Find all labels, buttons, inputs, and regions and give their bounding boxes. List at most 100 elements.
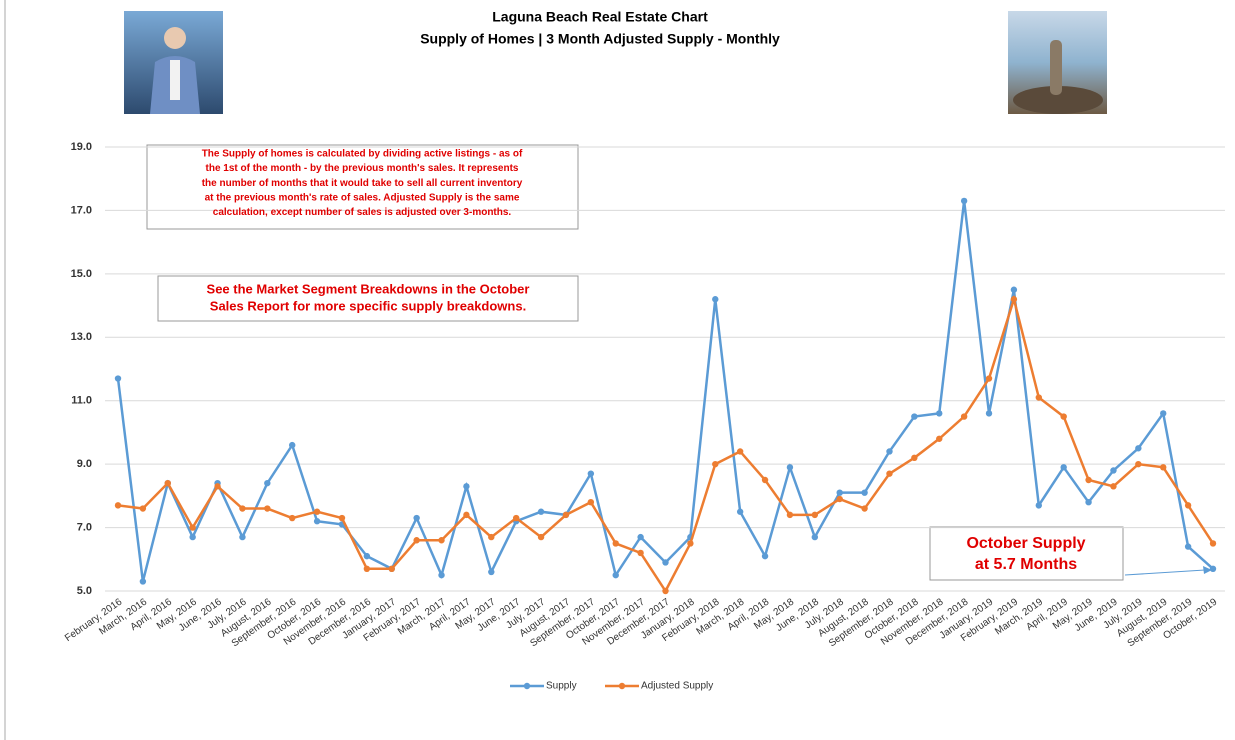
data-point <box>762 553 768 559</box>
photo-beach <box>1008 11 1107 114</box>
y-tick-label: 13.0 <box>71 331 92 343</box>
data-point <box>1210 540 1216 546</box>
data-point <box>463 512 469 518</box>
data-point <box>737 448 743 454</box>
y-tick-label: 7.0 <box>77 521 92 533</box>
data-point <box>140 578 146 584</box>
data-point <box>438 537 444 543</box>
annotation-text: at the previous month's rate of sales. A… <box>205 192 520 203</box>
data-point <box>886 448 892 454</box>
data-point <box>712 296 718 302</box>
data-point <box>1135 445 1141 451</box>
data-point <box>613 572 619 578</box>
data-point <box>986 410 992 416</box>
data-point <box>861 489 867 495</box>
data-point <box>289 515 295 521</box>
data-point <box>886 470 892 476</box>
data-point <box>662 588 668 594</box>
data-point <box>936 436 942 442</box>
data-point <box>264 505 270 511</box>
legend-marker <box>524 683 530 689</box>
data-point <box>812 512 818 518</box>
data-point <box>115 502 121 508</box>
data-point <box>637 534 643 540</box>
data-point <box>463 483 469 489</box>
data-point <box>1135 461 1141 467</box>
data-point <box>637 550 643 556</box>
y-tick-label: 11.0 <box>71 395 92 407</box>
data-point <box>1210 566 1216 572</box>
data-point <box>239 534 245 540</box>
data-point <box>438 572 444 578</box>
y-tick-label: 9.0 <box>77 458 92 470</box>
data-point <box>1085 477 1091 483</box>
data-point <box>961 413 967 419</box>
annotation-text: at 5.7 Months <box>975 556 1077 573</box>
annotation-text: Sales Report for more specific supply br… <box>210 298 526 313</box>
data-point <box>1060 464 1066 470</box>
chart-title: Laguna Beach Real Estate Chart <box>492 9 708 25</box>
data-point <box>1011 296 1017 302</box>
data-point <box>961 198 967 204</box>
data-point <box>1160 464 1166 470</box>
chart-subtitle: Supply of Homes | 3 Month Adjusted Suppl… <box>420 31 780 47</box>
chart: Laguna Beach Real Estate Chart Supply of… <box>0 0 1235 740</box>
data-point <box>314 518 320 524</box>
data-point <box>1036 502 1042 508</box>
data-point <box>613 540 619 546</box>
y-tick-label: 15.0 <box>71 268 92 280</box>
data-point <box>737 509 743 515</box>
data-point <box>189 534 195 540</box>
data-point <box>413 515 419 521</box>
data-point <box>588 470 594 476</box>
data-point <box>812 534 818 540</box>
data-point <box>413 537 419 543</box>
data-point <box>289 442 295 448</box>
data-point <box>339 515 345 521</box>
data-point <box>986 375 992 381</box>
annotation-text: The Supply of homes is calculated by div… <box>202 149 523 160</box>
data-point <box>837 489 843 495</box>
data-point <box>1185 502 1191 508</box>
legend-label: Supply <box>546 681 577 692</box>
data-point <box>911 413 917 419</box>
data-point <box>1036 394 1042 400</box>
data-point <box>214 483 220 489</box>
data-point <box>364 553 370 559</box>
callout-arrow <box>1125 570 1205 575</box>
photo-agent <box>124 11 223 114</box>
annotation-text: the number of months that it would take … <box>202 178 523 189</box>
data-point <box>264 480 270 486</box>
data-point <box>488 534 494 540</box>
data-point <box>1110 483 1116 489</box>
legend-label: Adjusted Supply <box>641 681 713 692</box>
data-point <box>115 375 121 381</box>
annotation-text: calculation, except number of sales is a… <box>213 207 512 218</box>
data-point <box>513 515 519 521</box>
data-point <box>1060 413 1066 419</box>
data-point <box>538 534 544 540</box>
data-point <box>588 499 594 505</box>
data-point <box>712 461 718 467</box>
annotation-text: the 1st of the month - by the previous m… <box>206 163 519 174</box>
data-point <box>762 477 768 483</box>
data-point <box>563 512 569 518</box>
data-point <box>189 524 195 530</box>
data-point <box>837 496 843 502</box>
data-point <box>911 455 917 461</box>
legend-marker <box>619 683 625 689</box>
data-point <box>936 410 942 416</box>
annotation-text: See the Market Segment Breakdowns in the… <box>207 281 530 296</box>
data-point <box>662 559 668 565</box>
data-point <box>787 464 793 470</box>
data-point <box>389 566 395 572</box>
data-point <box>239 505 245 511</box>
data-point <box>687 540 693 546</box>
data-point <box>1085 499 1091 505</box>
data-point <box>1011 287 1017 293</box>
y-tick-label: 5.0 <box>77 585 92 597</box>
data-point <box>364 566 370 572</box>
data-point <box>314 509 320 515</box>
data-point <box>1185 543 1191 549</box>
data-point <box>1160 410 1166 416</box>
